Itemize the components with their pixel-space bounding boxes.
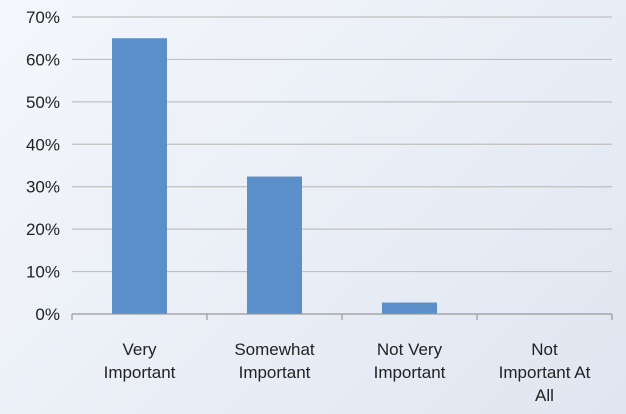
y-tick-label: 40% [26,135,60,154]
y-tick-label: 30% [26,178,60,197]
y-axis-ticks: 0% 10% 20% 30% 40% 50% 60% 70% [26,8,60,324]
x-category-label: Not Very Important [374,340,446,382]
x-axis-categories: Very Important Somewhat Important Not Very Im… [104,340,591,405]
x-category-label: Very Important [104,340,176,382]
x-axis [71,313,613,320]
y-tick-label: 10% [26,263,60,282]
x-category-label: Somewhat Important [234,340,315,382]
y-tick-label: 20% [26,220,60,239]
y-tick-label: 60% [26,50,60,69]
bar [382,302,437,314]
bars [112,38,437,314]
bar [112,38,167,314]
bar [247,176,302,314]
x-category-label: Not Important At All [499,340,591,405]
y-tick-label: 70% [26,8,60,27]
y-tick-label: 50% [26,93,60,112]
y-tick-label: 0% [35,305,60,324]
